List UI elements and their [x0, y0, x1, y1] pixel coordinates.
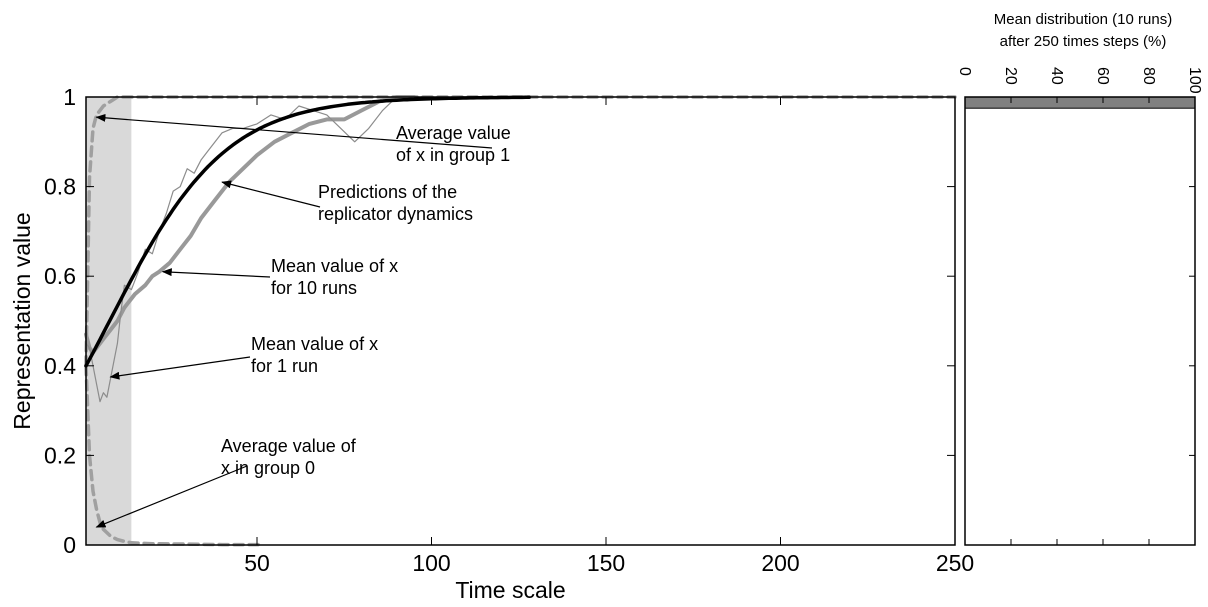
y-axis-label: Representation value: [9, 212, 35, 429]
histogram-bar: [964, 96, 1196, 109]
annotation-text: for 10 runs: [271, 278, 357, 298]
annotation-text: replicator dynamics: [318, 204, 473, 224]
histogram-x-tick-label: 80: [1140, 67, 1157, 85]
x-tick-label: 250: [936, 550, 974, 576]
y-tick-label: 1: [63, 84, 76, 110]
main-plot-frame: [85, 96, 956, 546]
annotation-arrow: [95, 465, 248, 528]
histogram-chart: Mean distribution (10 runs) after 250 ti…: [956, 11, 1203, 546]
x-tick-label: 100: [412, 550, 450, 576]
annotation-text: Mean value of x: [251, 334, 378, 354]
annotation-text: of x in group 1: [396, 145, 510, 165]
histogram-x-tick-label: 100: [1186, 67, 1203, 94]
x-axis-label: Time scale: [455, 577, 565, 603]
series-line-single-run: [85, 96, 398, 403]
x-tick-label: 200: [761, 550, 799, 576]
annotation-text: for 1 run: [251, 356, 318, 376]
y-tick-label: 0.6: [44, 263, 76, 289]
histogram-plot-frame: [964, 96, 1196, 546]
x-tick-label: 150: [587, 550, 625, 576]
histogram-bars: [964, 96, 1196, 109]
histogram-title-line-1: Mean distribution (10 runs): [994, 11, 1172, 28]
histogram-x-tick-label: 0: [956, 67, 973, 76]
y-tick-label: 0.4: [44, 353, 76, 379]
annotation-text: Average value of: [221, 436, 357, 456]
main-chart: 50 100 150 200 250 0 0.2 0.4 0.6 0.8 1 Average val…: [9, 84, 974, 603]
annotation-arrow: [221, 180, 321, 208]
annotation-arrow: [161, 268, 271, 278]
y-tick-label: 0: [63, 532, 76, 558]
series-line-replicator: [84, 95, 531, 368]
histogram-x-tick-label: 20: [1002, 67, 1019, 85]
series-line-group1: [84, 95, 957, 368]
main-ticks: 50 100 150 200 250 0 0.2 0.4 0.6 0.8 1: [44, 84, 974, 576]
annotation-text: x in group 0: [221, 458, 315, 478]
annotation-arrow: [109, 356, 251, 380]
histogram-title-line-2: after 250 times steps (%): [1000, 33, 1167, 50]
annotation-text: Average value: [396, 123, 511, 143]
histogram-ticks: 0 20 40 60 80 100: [956, 67, 1203, 545]
annotation-arrow: [95, 113, 493, 149]
x-tick-label: 50: [244, 550, 270, 576]
annotation-text: Predictions of the: [318, 182, 457, 202]
histogram-x-tick-label: 40: [1048, 67, 1065, 85]
y-tick-label: 0.2: [44, 442, 76, 468]
y-tick-label: 0.8: [44, 174, 76, 200]
series-line-mean10: [84, 95, 417, 355]
histogram-x-tick-label: 60: [1094, 67, 1111, 85]
annotation-text: Mean value of x: [271, 256, 398, 276]
annotation: Average value ofx in group 0: [95, 436, 357, 528]
